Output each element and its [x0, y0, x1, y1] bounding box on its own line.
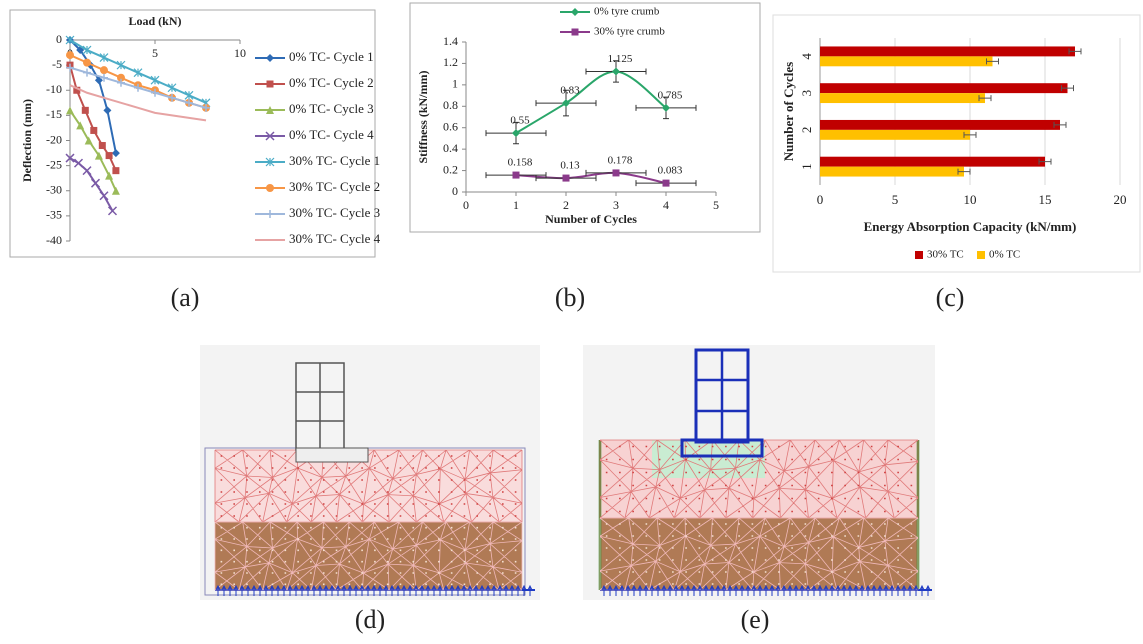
- data-label: 0.83: [560, 85, 580, 97]
- bar: [820, 157, 1045, 167]
- panel-label: (a): [171, 283, 200, 312]
- legend-swatch: [977, 251, 985, 259]
- x-tick-label: 20: [1114, 192, 1127, 207]
- y-tick-label: 1: [799, 163, 814, 170]
- x-tick-label: 0: [817, 192, 824, 207]
- panel-label: (e): [741, 605, 770, 634]
- panel-label: (d): [355, 605, 385, 634]
- x-tick-label: 0: [463, 198, 469, 212]
- y-tick-label: 0.6: [443, 119, 458, 133]
- y-tick-label: 1.4: [443, 34, 458, 48]
- marker: [112, 167, 119, 174]
- x-axis-title: Load (kN): [128, 14, 181, 28]
- legend-label: 0% TC- Cycle 2: [289, 75, 374, 90]
- marker: [266, 184, 274, 192]
- x-tick-label: 5: [892, 192, 899, 207]
- data-label: 0.785: [658, 89, 683, 101]
- y-tick-label: 0.8: [443, 98, 458, 112]
- y-tick-label: -5: [52, 57, 62, 71]
- y-tick-label: -35: [46, 208, 62, 222]
- y-tick-label: 4: [799, 53, 814, 60]
- y-axis-title: Stiffness (kN/mm): [416, 71, 430, 164]
- y-tick-label: 0.2: [443, 162, 458, 176]
- y-tick-label: 1: [452, 77, 458, 91]
- y-tick-label: -30: [46, 183, 62, 197]
- figure: 05100-5-10-15-20-25-30-35-40Load (kN)Def…: [0, 0, 1143, 639]
- bar: [820, 56, 993, 66]
- bar: [820, 46, 1075, 56]
- marker: [572, 29, 579, 36]
- x-tick-label: 4: [663, 198, 669, 212]
- y-tick-label: -20: [46, 132, 62, 146]
- x-tick-label: 10: [964, 192, 977, 207]
- marker: [663, 180, 670, 187]
- x-tick-label: 2: [563, 198, 569, 212]
- bar: [820, 130, 970, 140]
- x-axis-title: Number of Cycles: [545, 212, 637, 226]
- marker: [82, 107, 89, 114]
- bar: [820, 120, 1060, 130]
- legend-label: 30% TC- Cycle 1: [289, 153, 380, 168]
- marker: [513, 172, 520, 179]
- marker: [613, 169, 620, 176]
- y-tick-label: -40: [46, 233, 62, 247]
- y-tick-label: 0: [452, 184, 458, 198]
- legend-label: 30% tyre crumb: [594, 26, 665, 38]
- marker: [100, 66, 108, 74]
- data-label: 1.125: [608, 53, 633, 65]
- marker: [563, 175, 570, 182]
- footing: [296, 448, 368, 462]
- legend-label: 0% tyre crumb: [594, 6, 660, 18]
- data-label: 0.083: [658, 165, 683, 177]
- marker: [106, 152, 113, 159]
- y-tick-label: 3: [799, 90, 814, 97]
- page: 05100-5-10-15-20-25-30-35-40Load (kN)Def…: [0, 0, 1143, 639]
- legend-label: 30% TC: [927, 249, 964, 261]
- y-tick-label: 0.4: [443, 141, 458, 155]
- x-tick-label: 1: [513, 198, 519, 212]
- x-tick-label: 10: [234, 46, 246, 60]
- diagram-d: [200, 345, 540, 600]
- legend-label: 30% TC- Cycle 2: [289, 179, 380, 194]
- x-tick-label: 5: [152, 46, 158, 60]
- x-axis-title: Energy Absorption Capacity (kN/mm): [864, 219, 1077, 234]
- marker: [99, 142, 106, 149]
- y-axis-title: Number of Cycles: [781, 62, 796, 161]
- legend-label: 30% TC- Cycle 3: [289, 205, 380, 220]
- marker: [267, 81, 274, 88]
- legend-label: 0% TC- Cycle 4: [289, 127, 374, 142]
- data-label: 0.13: [560, 160, 580, 172]
- panel-label: (b): [555, 283, 585, 312]
- marker: [90, 127, 97, 134]
- legend-label: 0% TC- Cycle 1: [289, 49, 374, 64]
- marker: [66, 51, 74, 59]
- y-tick-label: -25: [46, 157, 62, 171]
- legend-label: 30% TC- Cycle 4: [289, 231, 381, 246]
- data-label: 0.158: [508, 157, 533, 169]
- y-tick-label: 1.2: [443, 55, 458, 69]
- y-tick-label: 0: [56, 32, 62, 46]
- legend-label: 0% TC- Cycle 3: [289, 101, 374, 116]
- bar: [820, 83, 1068, 93]
- x-tick-label: 3: [613, 198, 619, 212]
- y-tick-label: -15: [46, 107, 62, 121]
- y-tick-label: -10: [46, 82, 62, 96]
- y-tick-label: 2: [799, 127, 814, 134]
- y-axis-title: Deflection (mm): [20, 99, 34, 182]
- x-tick-label: 15: [1039, 192, 1052, 207]
- bar: [820, 93, 985, 103]
- data-label: 0.178: [608, 154, 633, 166]
- bar: [820, 167, 964, 177]
- x-tick-label: 5: [713, 198, 719, 212]
- data-label: 0.55: [510, 115, 530, 127]
- legend-label: 0% TC: [989, 249, 1020, 261]
- legend-swatch: [915, 251, 923, 259]
- marker: [83, 59, 91, 67]
- panel-label: (c): [936, 283, 965, 312]
